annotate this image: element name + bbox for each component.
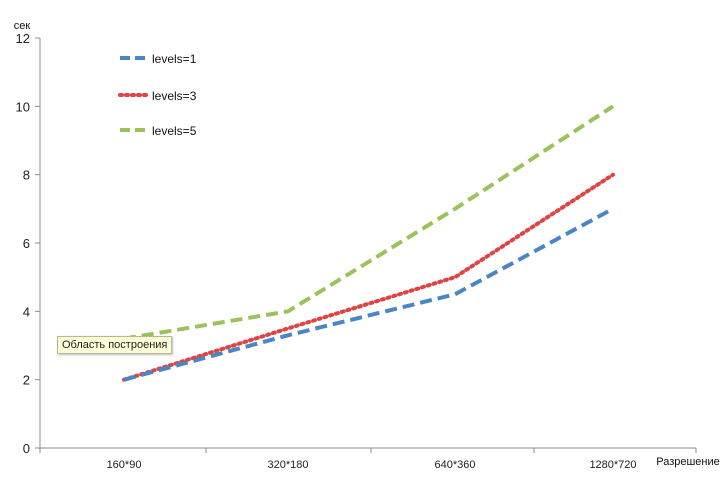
x-tick-label: 160*90 — [107, 459, 142, 471]
y-tick-label: 2 — [23, 373, 30, 388]
x-tick-label: 1280*720 — [589, 459, 636, 471]
x-axis-title: Разрешение — [656, 456, 720, 468]
y-tick-label: 4 — [23, 304, 30, 319]
legend-label: levels=3 — [152, 89, 197, 103]
series-line-levels-3 — [122, 172, 615, 382]
y-tick-label: 6 — [23, 236, 30, 251]
legend: levels=1 levels=3 levels=5 — [92, 40, 228, 146]
series-line-levels-5 — [123, 104, 615, 341]
x-tick-label: 640*360 — [435, 459, 476, 471]
x-tick-label: 320*180 — [268, 459, 309, 471]
y-tick-label: 8 — [23, 168, 30, 183]
y-tick-label: 10 — [16, 99, 30, 114]
y-axis-title: сек — [14, 20, 31, 32]
series-layer — [122, 104, 615, 382]
series-line-levels-1 — [123, 207, 614, 382]
legend-label: levels=1 — [152, 52, 197, 66]
legend-background — [92, 40, 228, 146]
y-tick-label: 12 — [16, 31, 30, 46]
legend-label: levels=5 — [152, 124, 197, 138]
plot-area-tooltip: Область построения — [57, 336, 173, 354]
y-tick-label: 0 — [23, 441, 30, 456]
axes: 0 2 4 6 8 10 12 160*90 320*180 640*360 1280*720 сек… — [14, 20, 720, 471]
